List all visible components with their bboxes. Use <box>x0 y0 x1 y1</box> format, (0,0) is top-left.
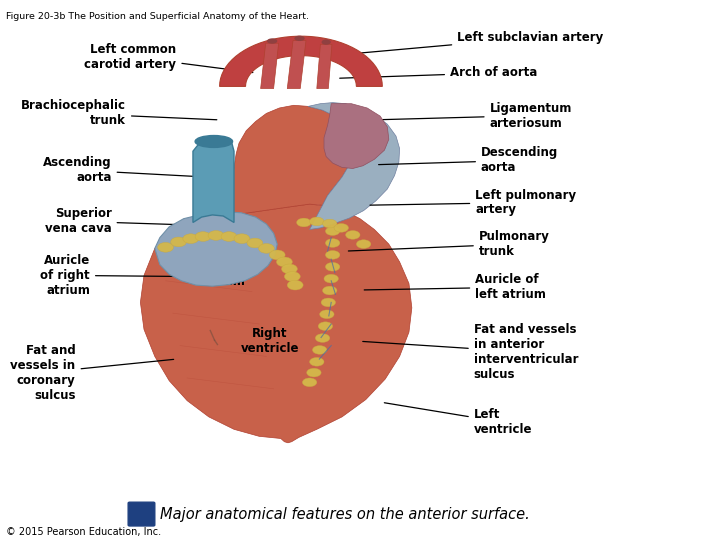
Ellipse shape <box>284 272 300 281</box>
Ellipse shape <box>356 240 371 248</box>
Text: Descending
aorta: Descending aorta <box>379 146 558 174</box>
Ellipse shape <box>310 357 324 366</box>
Text: Right
ventricle: Right ventricle <box>240 327 300 355</box>
Text: Left subclavian artery: Left subclavian artery <box>352 31 603 54</box>
Text: Auricle
of right
atrium: Auricle of right atrium <box>40 254 181 297</box>
Ellipse shape <box>315 334 330 342</box>
Ellipse shape <box>282 264 297 274</box>
Polygon shape <box>317 44 332 89</box>
Text: © 2015 Pearson Education, Inc.: © 2015 Pearson Education, Inc. <box>6 527 161 537</box>
Text: b: b <box>137 507 147 521</box>
Ellipse shape <box>323 219 337 228</box>
Ellipse shape <box>325 239 340 247</box>
Ellipse shape <box>208 231 224 240</box>
Text: Ligamentum
arteriosum: Ligamentum arteriosum <box>376 102 572 130</box>
Ellipse shape <box>307 368 321 377</box>
Text: Fat and
vessels in
coronary
sulcus: Fat and vessels in coronary sulcus <box>11 343 174 402</box>
Polygon shape <box>193 136 234 222</box>
Text: Arch of aorta: Arch of aorta <box>340 66 537 79</box>
Text: Auricle of
left atrium: Auricle of left atrium <box>364 273 546 301</box>
Ellipse shape <box>221 232 237 241</box>
Text: Left
ventricle: Left ventricle <box>384 403 532 436</box>
Polygon shape <box>287 40 306 89</box>
Text: Superior
vena cava: Superior vena cava <box>45 207 193 235</box>
Ellipse shape <box>325 262 340 271</box>
Ellipse shape <box>318 322 333 330</box>
Ellipse shape <box>195 136 233 147</box>
Text: Left common
carotid artery: Left common carotid artery <box>84 43 253 72</box>
Polygon shape <box>155 212 277 286</box>
Ellipse shape <box>297 218 311 227</box>
Text: Left pulmonary
artery: Left pulmonary artery <box>370 188 576 217</box>
Text: Figure 20-3b The Position and Superficial Anatomy of the Heart.: Figure 20-3b The Position and Superficia… <box>6 12 309 21</box>
Ellipse shape <box>325 227 340 235</box>
Ellipse shape <box>269 250 285 260</box>
Polygon shape <box>324 104 389 168</box>
Ellipse shape <box>321 298 336 307</box>
Ellipse shape <box>312 346 327 354</box>
Text: Ascending
aorta: Ascending aorta <box>43 156 195 184</box>
Text: Brachiocephalic
trunk: Brachiocephalic trunk <box>21 99 217 127</box>
Polygon shape <box>308 103 400 230</box>
Text: Major anatomical features on the anterior surface.: Major anatomical features on the anterio… <box>160 507 530 522</box>
Ellipse shape <box>334 224 348 232</box>
Ellipse shape <box>294 36 305 41</box>
Polygon shape <box>140 204 412 443</box>
Text: Fat and vessels
in anterior
interventricular
sulcus: Fat and vessels in anterior interventric… <box>363 323 578 381</box>
Polygon shape <box>261 43 279 89</box>
Ellipse shape <box>276 257 292 267</box>
Ellipse shape <box>171 237 186 247</box>
Ellipse shape <box>158 242 174 252</box>
Ellipse shape <box>247 238 263 248</box>
Ellipse shape <box>234 234 250 244</box>
Polygon shape <box>212 105 354 221</box>
Ellipse shape <box>325 251 340 259</box>
Ellipse shape <box>346 231 360 239</box>
Ellipse shape <box>267 38 277 44</box>
Ellipse shape <box>322 39 330 45</box>
Ellipse shape <box>195 232 211 241</box>
Text: Pulmonary
trunk: Pulmonary trunk <box>348 230 549 258</box>
Polygon shape <box>220 36 382 86</box>
Ellipse shape <box>324 274 338 283</box>
Ellipse shape <box>323 286 337 295</box>
Ellipse shape <box>287 280 303 290</box>
FancyBboxPatch shape <box>128 502 155 526</box>
Ellipse shape <box>310 217 324 226</box>
Ellipse shape <box>302 378 317 387</box>
Ellipse shape <box>183 234 199 244</box>
Ellipse shape <box>258 244 274 253</box>
Ellipse shape <box>320 310 334 319</box>
Text: Right
atrium: Right atrium <box>202 260 245 288</box>
